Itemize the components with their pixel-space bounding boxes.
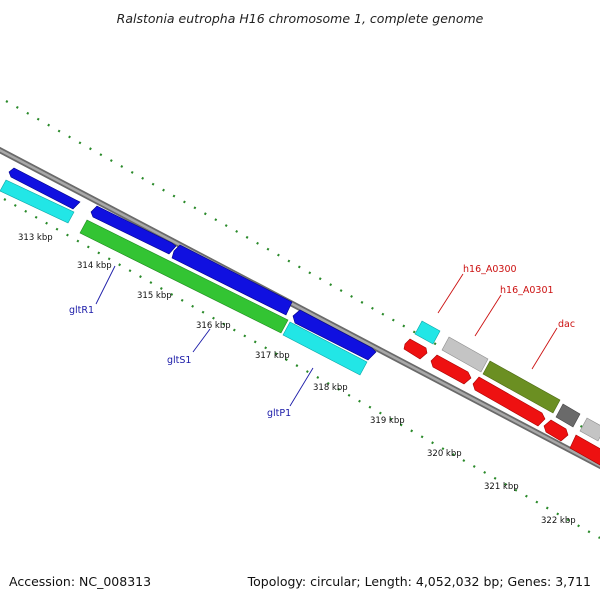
gene-feature-red-5[interactable] (569, 434, 600, 466)
gene-feature-h16-a0300[interactable] (414, 320, 441, 345)
gene-feature-red-3[interactable] (472, 376, 546, 427)
gene-label-gltR1[interactable]: gltR1 (69, 305, 94, 316)
gene-feature-dark-gray[interactable] (555, 403, 581, 428)
gene-feature-blue-3[interactable] (292, 309, 377, 361)
gene-labels: gltR1 gltS1 gltP1 h16_A0300 h16_A0301 da… (69, 264, 575, 419)
gene-label-gltS1[interactable]: gltS1 (167, 355, 191, 366)
genome-summary-text: Topology: circular; Length: 4,052,032 bp… (247, 574, 591, 589)
gene-label-dac[interactable]: dac (558, 319, 575, 330)
map-title: Ralstonia eutropha H16 chromosome 1, com… (117, 11, 484, 26)
gene-feature-gltR1[interactable] (79, 219, 289, 334)
gene-feature-red-2[interactable] (430, 354, 472, 385)
gene-feature-light-gray-partial[interactable] (579, 417, 600, 442)
chromosome-backbone (0, 146, 600, 470)
gene-feature-blue-1[interactable] (8, 167, 81, 210)
reverse-strand-features (0, 167, 377, 376)
tick-label: 316 kbp (196, 321, 231, 331)
tick-label: 320 kbp (427, 449, 462, 459)
gene-feature-red-1[interactable] (403, 338, 428, 360)
gene-feature-red-4[interactable] (543, 419, 569, 442)
tick-label: 321 kbp (484, 482, 519, 492)
tick-label: 322 kbp (541, 516, 576, 526)
tick-label: 319 kbp (370, 416, 405, 426)
forward-strand-features (414, 320, 600, 442)
label-leaders (95, 265, 558, 407)
tick-label: 315 kbp (137, 291, 172, 301)
gene-label-h16-a0301[interactable]: h16_A0301 (500, 285, 554, 296)
scale-labels: 313 kbp 314 kbp 315 kbp 316 kbp 317 kbp … (18, 233, 576, 526)
gene-label-h16-a0300[interactable]: h16_A0300 (463, 264, 517, 275)
gene-feature-gltS1[interactable] (171, 244, 293, 316)
gene-feature-h16-a0301[interactable] (441, 336, 489, 373)
gene-feature-blue-2[interactable] (90, 205, 177, 255)
red-features (403, 338, 600, 466)
tick-label: 313 kbp (18, 233, 53, 243)
gene-feature-cyan-1[interactable] (0, 179, 75, 224)
gene-feature-gltP1[interactable] (282, 321, 368, 376)
tick-label: 318 kbp (313, 383, 348, 393)
gene-feature-dac[interactable] (482, 360, 561, 414)
tick-label: 317 kbp (255, 351, 290, 361)
accession-text: Accession: NC_008313 (9, 574, 151, 589)
gene-label-gltP1[interactable]: gltP1 (267, 408, 291, 419)
tick-label: 314 kbp (77, 261, 112, 271)
